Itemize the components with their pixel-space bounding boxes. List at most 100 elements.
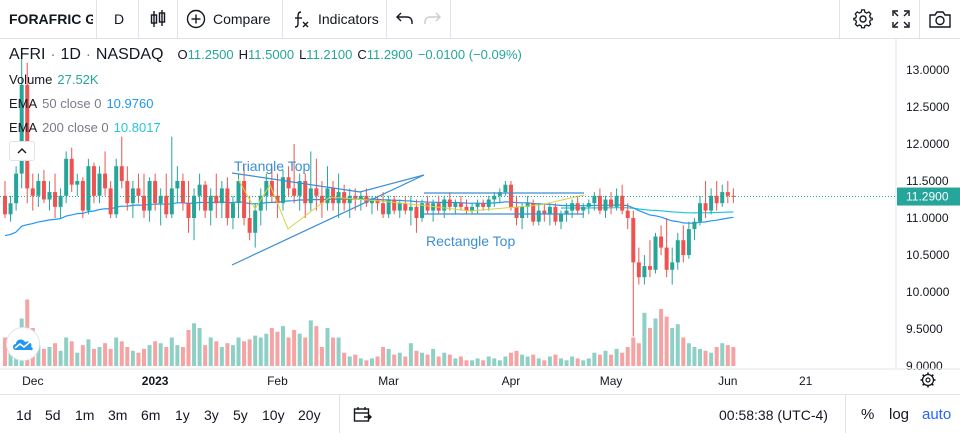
ema200-name: EMA: [9, 120, 38, 135]
volume-bar: [180, 347, 185, 366]
symbol-search-button[interactable]: FORAFRIC G: [9, 11, 93, 27]
gear-ring: [921, 373, 935, 387]
candle-body: [375, 199, 380, 204]
candle-body: [686, 229, 691, 255]
range-button-3y[interactable]: 3y: [204, 406, 219, 423]
candle-body: [186, 203, 191, 218]
time-axis[interactable]: Dec 2023 Feb Mar Apr May Jun 21: [0, 368, 960, 388]
candle-body: [108, 188, 113, 215]
compare-button[interactable]: Compare: [186, 0, 271, 38]
range-button-5d[interactable]: 5d: [45, 406, 61, 423]
volume-bar: [319, 347, 324, 366]
candle-body: [130, 188, 135, 204]
volume-bar: [420, 352, 424, 366]
volume-bar: [347, 356, 352, 366]
candle-body: [14, 173, 19, 204]
last-price-tag-label: 11.2900: [906, 190, 949, 204]
settings-button[interactable]: [852, 0, 874, 38]
range-button-10y[interactable]: 10y: [262, 406, 285, 423]
volume-bar: [325, 328, 330, 366]
candle-body: [153, 181, 158, 204]
brand-logo[interactable]: [6, 327, 40, 361]
range-button-1y[interactable]: 1y: [175, 406, 190, 423]
volume-bar: [281, 326, 285, 366]
goto-date-button[interactable]: [353, 395, 373, 433]
redo-button[interactable]: [423, 0, 441, 38]
volume-bar: [225, 343, 230, 366]
volume-bar: [75, 352, 80, 366]
candle-body: [703, 203, 708, 211]
volume-bar: [464, 360, 469, 366]
snapshot-button[interactable]: [929, 0, 951, 38]
timezone-clock[interactable]: 00:58:38 (UTC-4): [719, 406, 828, 423]
volume-bar: [264, 333, 269, 366]
volume-bar: [153, 341, 158, 366]
volume-bar: [192, 323, 197, 366]
fullscreen-button[interactable]: [892, 0, 910, 38]
range-button-3m[interactable]: 3m: [108, 406, 128, 423]
candle-body: [164, 195, 169, 215]
chart-type-button[interactable]: [150, 0, 166, 38]
candle-body: [91, 166, 96, 196]
candle-body: [242, 181, 247, 218]
chart-pane[interactable]: Triangle Top Rectangle Top 13.0000 12.5000…: [0, 39, 960, 394]
volume-bar: [647, 328, 652, 366]
volume-bar: [564, 360, 569, 366]
volume-bar: [247, 339, 252, 366]
candle-body: [525, 203, 530, 207]
auto-toggle[interactable]: auto: [922, 406, 952, 423]
time-tick-label: 2023: [142, 374, 169, 388]
candle-body: [392, 199, 397, 211]
volume-bar: [3, 337, 7, 366]
candle-body: [219, 188, 224, 204]
range-button-5y[interactable]: 5y: [233, 406, 248, 423]
range-button-6m[interactable]: 6m: [141, 406, 161, 423]
range-button-1m[interactable]: 1m: [75, 406, 95, 423]
pattern-drawings[interactable]: Triangle Top Rectangle Top: [231, 158, 585, 266]
triangle-top-label: Triangle Top: [234, 158, 310, 174]
compare-label: Compare: [213, 11, 271, 27]
candle-body: [192, 195, 197, 218]
candle-body: [347, 195, 352, 204]
candle-body: [664, 247, 669, 270]
candle-body: [297, 181, 302, 196]
rectangle-zigzag: [379, 194, 585, 212]
price-axis[interactable]: 13.0000 12.5000 12.0000 11.5000 11.0000 10.50…: [895, 39, 960, 373]
candle-body: [303, 181, 308, 204]
candle-body: [58, 195, 63, 207]
candle-body: [497, 192, 502, 196]
volume-bar: [175, 345, 180, 366]
legend-collapse-button[interactable]: [9, 141, 35, 161]
indicators-button[interactable]: Indicators: [292, 0, 379, 38]
interval-button[interactable]: D: [114, 11, 125, 27]
range-button-20y[interactable]: 20y: [298, 406, 321, 423]
volume-bar: [703, 350, 708, 366]
volume-bar: [698, 348, 702, 366]
legend-ticker: AFRI: [9, 46, 46, 63]
range-button-1d[interactable]: 1d: [16, 406, 32, 423]
volume-bar: [147, 345, 152, 366]
candle-body: [214, 195, 219, 204]
volume-value: 27.52K: [57, 72, 99, 87]
price-tick-label: 10.0000: [906, 285, 950, 299]
price-tick-label: 13.0000: [906, 63, 950, 77]
log-toggle[interactable]: log: [889, 406, 910, 423]
price-chart[interactable]: Triangle Top Rectangle Top 13.0000 12.5000…: [0, 39, 960, 394]
volume-bar: [253, 335, 258, 366]
candle-body: [425, 203, 430, 211]
volume-bar: [114, 337, 119, 366]
volume-bar: [308, 320, 313, 366]
candle-body: [570, 203, 575, 211]
candle-body: [659, 236, 664, 248]
candle-series: [3, 47, 736, 337]
legend-high-value: 11.5000: [248, 47, 295, 62]
undo-button[interactable]: [396, 0, 414, 38]
axis-settings-icon: [920, 372, 936, 388]
candle-body: [453, 203, 458, 207]
volume-bar: [503, 356, 508, 366]
ema50-name: EMA: [9, 96, 38, 111]
candle-body: [86, 166, 91, 211]
percent-toggle[interactable]: %: [861, 406, 875, 423]
volume-bar: [603, 350, 608, 366]
volume-bar: [675, 324, 680, 366]
